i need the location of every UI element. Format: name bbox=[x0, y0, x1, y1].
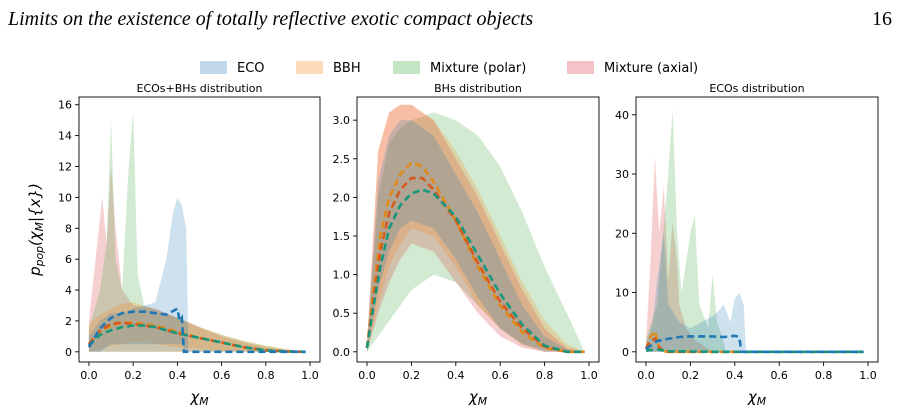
x-tick-label: 1.0 bbox=[301, 369, 319, 382]
median-line-ECO bbox=[645, 334, 864, 354]
x-axis-label: χM bbox=[747, 388, 767, 408]
band-ECO bbox=[88, 197, 306, 352]
x-tick-label: 0.8 bbox=[257, 369, 275, 382]
legend-entry: BBH bbox=[296, 61, 361, 76]
page-number: 16 bbox=[872, 8, 892, 30]
y-tick-label: 6 bbox=[65, 253, 72, 266]
x-tick-label: 0.6 bbox=[491, 369, 509, 382]
x-tick-label: 0.4 bbox=[447, 369, 465, 382]
axes-frame bbox=[635, 96, 879, 363]
legend-swatch bbox=[200, 61, 227, 74]
y-tick-label: 14 bbox=[58, 130, 72, 143]
median-line-dash_orange bbox=[365, 161, 585, 354]
band-polar bbox=[646, 108, 726, 352]
axes-frame bbox=[356, 96, 600, 363]
x-tick-label: 0.8 bbox=[536, 369, 554, 382]
running-header-title: Limits on the existence of totally refle… bbox=[8, 8, 534, 30]
y-tick-label: 0.0 bbox=[333, 346, 351, 359]
legend-entry: ECO bbox=[200, 61, 265, 76]
legend-swatch bbox=[393, 61, 420, 74]
median-line-ECO bbox=[87, 306, 306, 354]
y-tick-label: 8 bbox=[65, 222, 72, 235]
x-tick-label: 0.0 bbox=[358, 369, 376, 382]
y-tick-label: 20 bbox=[615, 227, 629, 240]
y-tick-label: 1.0 bbox=[333, 269, 351, 282]
chart-panel-1: 0.0 0.2 0.4 0.6 0.8 1.0 0 2 4 6 8 10 12 14 16 ECOs+BHs … bbox=[26, 82, 321, 408]
median-line-dash_green bbox=[87, 324, 306, 354]
y-tick-label: 40 bbox=[615, 109, 629, 122]
x-tick-label: 0.6 bbox=[213, 369, 231, 382]
x-tick-label: 1.0 bbox=[580, 369, 598, 382]
chart-panel-2: 0.0 0.2 0.4 0.6 0.8 1.0 0.0 0.5 1.0 1.5 2.0 2.5 3.0 B… bbox=[333, 82, 600, 408]
y-tick-label: 2 bbox=[65, 315, 72, 328]
y-tick-label: 12 bbox=[58, 160, 72, 173]
y-tick-label: 2.0 bbox=[333, 191, 351, 204]
y-tick-label: 10 bbox=[58, 191, 72, 204]
y-tick-label: 2.5 bbox=[333, 153, 351, 166]
panel-title: BHs distribution bbox=[434, 82, 522, 95]
x-tick-label: 0.4 bbox=[726, 369, 744, 382]
x-tick-label: 0.8 bbox=[815, 369, 833, 382]
panel-title: ECOs distribution bbox=[709, 82, 804, 95]
y-tick-label: 10 bbox=[615, 287, 629, 300]
legend-label: ECO bbox=[237, 61, 265, 76]
x-tick-label: 0.6 bbox=[770, 369, 788, 382]
band-BBH bbox=[88, 302, 306, 352]
band-axial bbox=[88, 166, 306, 352]
x-tick-label: 0.0 bbox=[637, 369, 655, 382]
y-tick-label: 4 bbox=[65, 284, 72, 297]
y-tick-label: 3.0 bbox=[333, 114, 351, 127]
x-tick-label: 1.0 bbox=[859, 369, 877, 382]
x-tick-label: 0.2 bbox=[682, 369, 700, 382]
median-line-dash_green bbox=[645, 348, 864, 354]
band-axial bbox=[646, 156, 713, 352]
axes-frame bbox=[78, 96, 321, 363]
band-polar bbox=[88, 110, 306, 352]
panel-title: ECOs+BHs distribution bbox=[137, 82, 263, 95]
legend: ECO BBH Mixture (polar) Mixture (axial) bbox=[200, 61, 698, 76]
x-tick-label: 0.4 bbox=[169, 369, 187, 382]
y-tick-label: 1.5 bbox=[333, 230, 351, 243]
legend-label: Mixture (polar) bbox=[430, 61, 526, 76]
x-tick-label: 0.2 bbox=[403, 369, 421, 382]
legend-swatch bbox=[296, 61, 323, 74]
y-tick-label: 0.5 bbox=[333, 307, 351, 320]
chart-panel-3: 0.0 0.2 0.4 0.6 0.8 1.0 0 10 20 30 40 ECOs distribu… bbox=[615, 82, 879, 408]
y-axis-label: ppop(χM|{x}) bbox=[26, 183, 46, 277]
plot-area bbox=[365, 104, 585, 354]
y-tick-label: 0 bbox=[622, 346, 629, 359]
band-polar bbox=[367, 112, 585, 352]
legend-label: Mixture (axial) bbox=[604, 61, 698, 76]
x-tick-label: 0.2 bbox=[124, 369, 142, 382]
legend-swatch bbox=[567, 61, 594, 74]
y-tick-label: 0 bbox=[65, 346, 72, 359]
legend-entry: Mixture (polar) bbox=[393, 61, 526, 76]
median-line-dash_green bbox=[365, 188, 585, 354]
plot-area bbox=[644, 108, 864, 354]
x-tick-label: 0.0 bbox=[80, 369, 98, 382]
band-ECO bbox=[646, 233, 746, 352]
legend-label: BBH bbox=[333, 61, 361, 76]
x-axis-label: χM bbox=[468, 388, 488, 408]
y-tick-label: 16 bbox=[58, 99, 72, 112]
plot-area bbox=[87, 110, 306, 354]
x-axis-label: χM bbox=[189, 388, 209, 408]
median-line-dash_red bbox=[365, 176, 585, 354]
legend-entry: Mixture (axial) bbox=[567, 61, 698, 76]
y-tick-label: 30 bbox=[615, 168, 629, 181]
